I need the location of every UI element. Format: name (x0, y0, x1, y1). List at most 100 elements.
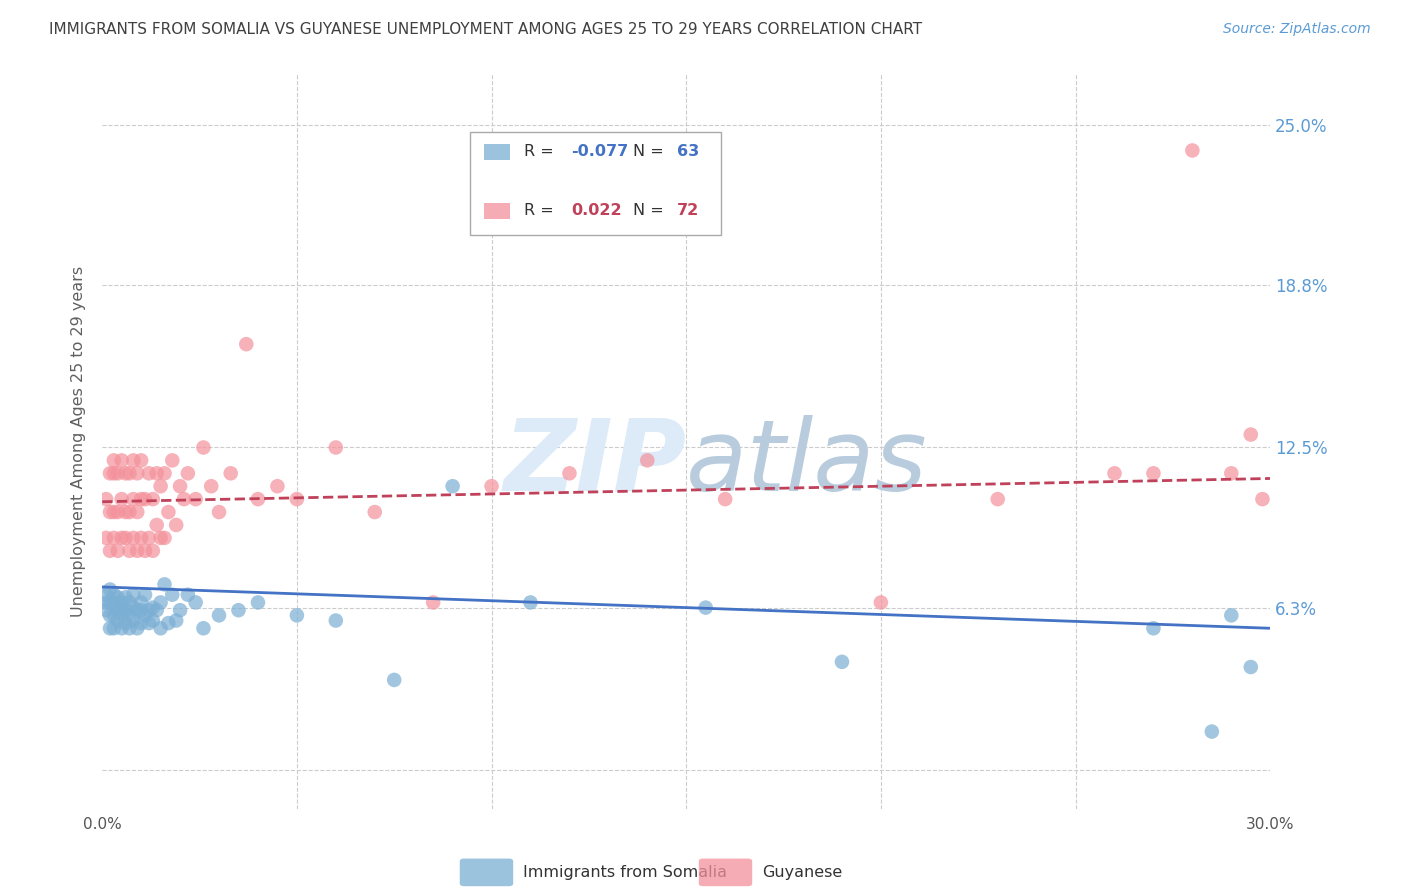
Point (118, 595, 141, 609)
Point (266, 479, 288, 493)
Point (111, 621, 134, 635)
FancyBboxPatch shape (484, 144, 510, 160)
Point (107, 543, 129, 558)
Point (114, 531, 136, 545)
Point (325, 441, 347, 455)
Point (118, 543, 141, 558)
Point (235, 337, 257, 351)
Point (228, 603, 250, 617)
Point (94, 595, 117, 609)
Point (149, 531, 172, 545)
Point (114, 505, 136, 519)
Point (173, 492, 195, 507)
Point (1142, 621, 1164, 635)
Text: IMMIGRANTS FROM SOMALIA VS GUYANESE UNEMPLOYMENT AMONG AGES 25 TO 29 YEARS CORRE: IMMIGRANTS FROM SOMALIA VS GUYANESE UNEM… (49, 22, 922, 37)
Point (103, 608, 125, 623)
Point (122, 588, 145, 602)
Point (177, 588, 200, 602)
Point (103, 467, 125, 481)
Point (127, 603, 149, 617)
Point (127, 505, 149, 519)
Point (134, 492, 156, 507)
Point (162, 453, 184, 467)
Point (246, 492, 269, 507)
Point (114, 591, 136, 605)
Point (134, 608, 156, 623)
Point (103, 588, 125, 602)
Point (114, 603, 136, 617)
Point (219, 467, 242, 481)
Point (153, 577, 176, 591)
Point (107, 614, 129, 628)
Point (145, 518, 167, 533)
Point (107, 505, 129, 519)
Point (111, 595, 134, 609)
Point (149, 595, 172, 609)
Point (129, 453, 152, 467)
Point (157, 505, 180, 519)
Point (94, 603, 117, 617)
Point (422, 595, 444, 609)
Point (1240, 660, 1263, 674)
Point (138, 467, 160, 481)
Point (122, 531, 145, 545)
Text: atlas: atlas (686, 415, 928, 512)
Point (177, 467, 200, 481)
Point (142, 492, 165, 507)
Text: Source: ZipAtlas.com: Source: ZipAtlas.com (1223, 22, 1371, 37)
Point (127, 467, 149, 481)
Point (149, 479, 172, 493)
Point (246, 595, 269, 609)
Point (111, 492, 134, 507)
Point (153, 531, 176, 545)
FancyBboxPatch shape (470, 132, 721, 235)
Point (94, 588, 117, 602)
Point (285, 492, 308, 507)
Text: Immigrants from Somalia: Immigrants from Somalia (523, 865, 727, 880)
Point (134, 588, 156, 602)
Point (193, 621, 215, 635)
Point (208, 608, 231, 623)
Point (111, 608, 134, 623)
Point (122, 614, 145, 628)
Point (169, 603, 191, 617)
Point (1220, 467, 1243, 481)
FancyBboxPatch shape (484, 202, 510, 219)
Point (107, 603, 129, 617)
Text: -0.077: -0.077 (571, 145, 628, 160)
Point (138, 531, 160, 545)
Point (111, 603, 134, 617)
Point (118, 505, 141, 519)
Text: N =: N = (633, 203, 669, 219)
Point (145, 467, 167, 481)
Point (98, 543, 121, 558)
Point (165, 614, 187, 628)
Point (382, 673, 405, 687)
Point (987, 492, 1010, 507)
Point (103, 505, 125, 519)
Point (142, 614, 165, 628)
Point (111, 453, 134, 467)
Point (98, 595, 121, 609)
Point (94, 492, 117, 507)
Point (142, 543, 165, 558)
Point (193, 441, 215, 455)
Point (118, 467, 141, 481)
Point (200, 479, 222, 493)
Text: N =: N = (633, 145, 669, 160)
Point (118, 608, 141, 623)
Point (149, 621, 172, 635)
Point (1104, 467, 1126, 481)
Point (695, 600, 717, 615)
Point (1142, 467, 1164, 481)
Point (103, 453, 125, 467)
Point (153, 467, 176, 481)
Text: 72: 72 (678, 203, 700, 219)
Point (831, 655, 853, 669)
Point (122, 492, 145, 507)
Point (114, 616, 136, 631)
Point (145, 603, 167, 617)
Point (103, 621, 125, 635)
Point (558, 467, 581, 481)
Text: R =: R = (524, 203, 564, 219)
